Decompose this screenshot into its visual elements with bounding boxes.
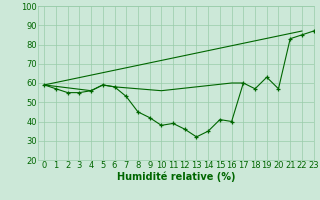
X-axis label: Humidité relative (%): Humidité relative (%) (117, 172, 235, 182)
